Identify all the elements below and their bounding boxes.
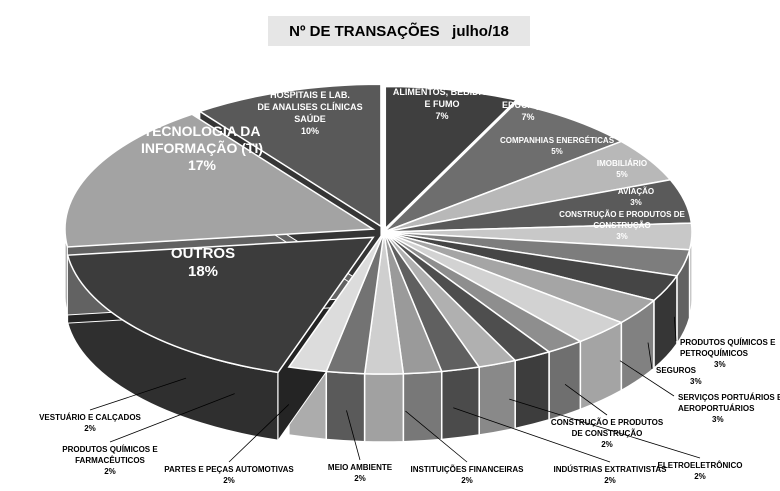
pie-slice-18 (64, 113, 376, 248)
leader-line-15 (109, 393, 235, 443)
pie-side-14 (363, 372, 405, 443)
slice-label-15: PRODUTOS QUÍMICOS E FARMACÊUTICOS 2% (62, 445, 158, 476)
slice-value-5: 3% (616, 232, 628, 241)
slice-label-16: VESTUÁRIO E CALÇADOS 2% (39, 413, 141, 433)
pie-slice-1 (383, 102, 624, 233)
pie-slice-17 (66, 236, 375, 374)
slice-label-10: ELETROELETRÔNICO 2% (658, 461, 743, 481)
slice-value-8: 3% (712, 415, 724, 424)
slice-name-5: CONSTRUÇÃO (593, 221, 650, 230)
leader-line-11 (453, 407, 611, 463)
slice-label-6: PRODUTOS QUÍMICOS E PETROQUÍMICOS 3% (680, 338, 776, 369)
leader-line-8 (619, 360, 675, 397)
chart-title-box: Nº DE TRANSAÇÕES julho/18 (268, 16, 530, 46)
slice-label-7: SEGUROS 3% (656, 366, 702, 386)
slice-value-15: 2% (104, 467, 116, 476)
slice-value-2: 5% (551, 147, 563, 156)
slice-label-9: CONSTRUÇÃO E PRODUTOS DE CONSTRUÇÃO 2% (551, 418, 664, 449)
pie-slice-19 (198, 83, 382, 228)
slice-name-7: SEGUROS (656, 366, 697, 375)
slice-name-12: INSTITUIÇÕES FINANCEIRAS (411, 465, 525, 474)
slice-name-6: PETROQUÍMICOS (680, 349, 749, 358)
slice-value-11: 2% (604, 476, 616, 485)
pie-tops (64, 83, 693, 375)
slice-value-3: 5% (616, 170, 628, 179)
slice-label-13: MEIO AMBIENTE 2% (328, 463, 393, 483)
slice-label-1: EDUCAÇÃO 7% (502, 100, 554, 122)
leader-line-9 (564, 383, 608, 416)
slice-value-14: 2% (223, 476, 235, 485)
slice-value-7: 3% (690, 377, 702, 386)
leader-line-14 (228, 404, 290, 463)
slice-label-3: IMOBILIÁRIO 5% (597, 159, 647, 179)
slice-name-14: PARTES E PEÇAS AUTOMOTIVAS (164, 465, 294, 474)
slice-name-10: ELETROELETRÔNICO (658, 461, 743, 470)
slice-value-18: 17% (188, 157, 217, 173)
slice-label-5: CONSTRUÇÃO E PRODUTOS DE CONSTRUÇÃO 3% (559, 210, 685, 241)
slice-value-1: 7% (521, 112, 534, 122)
leader-line-12 (405, 410, 468, 463)
pie-slice-0 (384, 85, 518, 231)
slice-name-1: EDUCAÇÃO (502, 100, 554, 110)
slice-value-13: 2% (354, 474, 366, 483)
slice-value-10: 2% (694, 472, 706, 481)
slice-label-12: INSTITUIÇÕES FINANCEIRAS 2% (411, 465, 525, 485)
slice-label-19: HOSPITAIS E LAB. DE ANALISES CLÍNICAS SAÚD… (257, 90, 362, 136)
leader-line-10 (509, 398, 701, 459)
slice-value-17: 18% (188, 263, 218, 280)
pie-side-15 (325, 370, 366, 443)
pie-side-12 (440, 366, 480, 441)
slice-name-19: SAÚDE (294, 113, 326, 124)
slice-name-6: PRODUTOS QUÍMICOS E (680, 338, 776, 347)
slice-value-6: 3% (714, 360, 726, 369)
slice-name-4: AVIAÇÃO (618, 187, 654, 196)
chart-title: Nº DE TRANSAÇÕES julho/18 (289, 22, 509, 40)
slice-name-18: INFORMAÇÃO (TI) (141, 139, 263, 156)
slice-label-14: PARTES E PEÇAS AUTOMOTIVAS 2% (164, 465, 294, 485)
slice-label-0: ALIMENTOS, BEBIDAS E FUMO 7% (393, 87, 491, 121)
slice-name-19: DE ANALISES CLÍNICAS (257, 102, 362, 112)
slice-value-12: 2% (461, 476, 473, 485)
slice-label-11: INDÚSTRIAS EXTRATIVISTAS 2% (553, 465, 667, 485)
slice-label-2: COMPANHIAS ENERGÉTICAS 5% (500, 136, 615, 156)
pie-slice-16 (287, 231, 385, 373)
slice-name-9: DE CONSTRUÇÃO (572, 429, 643, 438)
leader-line-7 (647, 342, 653, 370)
leader-line-13 (346, 410, 361, 461)
leader-line-16 (89, 377, 187, 411)
slice-name-0: E FUMO (425, 99, 460, 109)
slice-value-0: 7% (435, 111, 448, 121)
slice-name-11: INDÚSTRIAS EXTRATIVISTAS (553, 465, 667, 474)
slice-name-13: MEIO AMBIENTE (328, 463, 393, 472)
slice-name-3: IMOBILIÁRIO (597, 159, 647, 168)
slice-value-19: 10% (301, 126, 319, 136)
slice-name-2: COMPANHIAS ENERGÉTICAS (500, 136, 615, 145)
slice-value-16: 2% (84, 424, 96, 433)
slice-name-5: CONSTRUÇÃO E PRODUTOS DE (559, 210, 685, 219)
slice-value-4: 3% (630, 198, 642, 207)
slice-name-0: ALIMENTOS, BEBIDAS (393, 87, 491, 97)
pie-side-9 (548, 340, 582, 421)
slice-value-9: 2% (601, 440, 613, 449)
slice-labels: ALIMENTOS, BEBIDAS E FUMO 7% EDUCAÇÃO 7% COMP… (39, 87, 780, 485)
slice-name-19: HOSPITAIS E LAB. (270, 90, 350, 100)
leader-lines (89, 316, 701, 463)
slice-name-8: AEROPORTUÁRIOS (678, 404, 755, 413)
slice-name-17: OUTROS (171, 245, 235, 262)
slice-name-8: SERVIÇOS PORTUÁRIOS E (678, 393, 780, 402)
slice-label-17: OUTROS 18% (171, 245, 235, 280)
pie-side-11 (478, 359, 516, 436)
slice-label-18: TECNOLOGIA DA INFORMAÇÃO (TI) 17% (141, 123, 263, 173)
leader-line-6 (673, 316, 677, 342)
slice-name-15: FARMACÊUTICOS (75, 456, 145, 465)
slice-label-4: AVIAÇÃO 3% (618, 187, 654, 207)
pie-side-10 (514, 350, 550, 430)
slice-name-18: TECNOLOGIA DA (144, 123, 261, 139)
slice-name-15: PRODUTOS QUÍMICOS E (62, 445, 158, 454)
pie-side-13 (402, 370, 443, 443)
slice-name-9: CONSTRUÇÃO E PRODUTOS (551, 418, 664, 427)
slice-name-16: VESTUÁRIO E CALÇADOS (39, 413, 141, 422)
slice-label-8: SERVIÇOS PORTUÁRIOS E AEROPORTUÁRIOS 3% (678, 393, 780, 424)
